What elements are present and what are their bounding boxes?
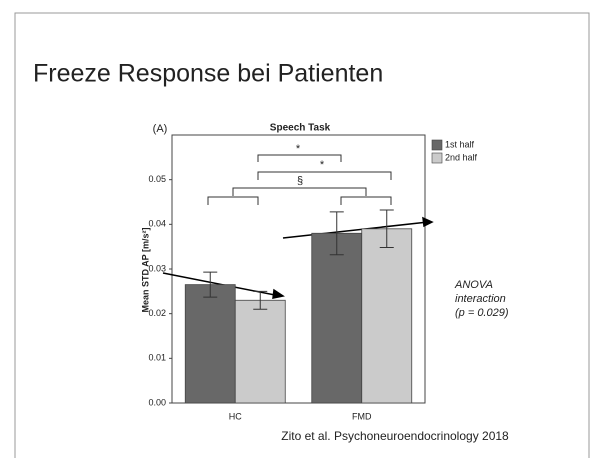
panel-label: (A) bbox=[153, 123, 168, 135]
y-tick-label: 0.01 bbox=[148, 353, 166, 363]
brackets bbox=[207, 154, 392, 205]
bar bbox=[234, 299, 286, 404]
y-axis-label: Mean STD AP [m/s²] bbox=[140, 227, 150, 312]
y-tick-label: 0.00 bbox=[148, 397, 166, 407]
legend-label: 1st half bbox=[445, 139, 475, 149]
citation: Zito et al. Psychoneuroendocrinology 201… bbox=[281, 429, 509, 443]
significance-marker: § bbox=[297, 175, 303, 187]
annotation: (p = 0.029) bbox=[455, 307, 509, 319]
y-tick-label: 0.04 bbox=[148, 219, 166, 229]
error-bar bbox=[253, 290, 268, 310]
bar bbox=[361, 228, 413, 404]
x-tick-label: FMD bbox=[352, 411, 372, 421]
y-tick-label: 0.03 bbox=[148, 263, 166, 273]
significance-marker: * bbox=[320, 159, 325, 171]
y-tick-label: 0.05 bbox=[148, 174, 166, 184]
significance-marker: * bbox=[296, 143, 301, 155]
y-tick-label: 0.02 bbox=[148, 308, 166, 318]
legend-swatch bbox=[431, 152, 443, 164]
error-bar bbox=[329, 211, 344, 256]
legend-label: 2nd half bbox=[445, 152, 478, 162]
x-tick-label: HC bbox=[229, 411, 242, 421]
error-bar bbox=[203, 271, 218, 298]
error-bar bbox=[379, 209, 394, 249]
annotation: interaction bbox=[455, 293, 506, 305]
bar bbox=[311, 232, 363, 404]
annotation: ANOVA bbox=[454, 279, 493, 291]
legend-swatch bbox=[431, 139, 443, 151]
chart-title: Speech Task bbox=[270, 123, 331, 134]
bar bbox=[184, 284, 236, 404]
slide-title: Freeze Response bei Patienten bbox=[33, 60, 383, 88]
